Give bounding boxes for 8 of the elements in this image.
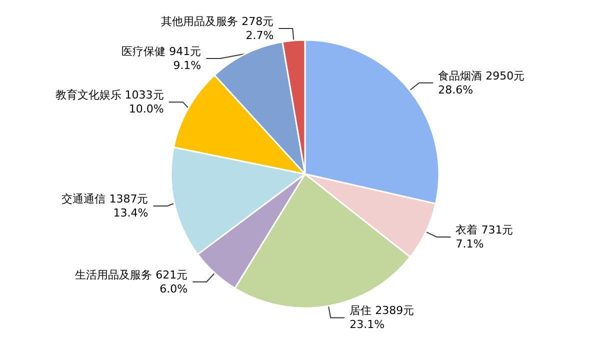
slice-label: 居住 2389元 23.1% (350, 304, 414, 332)
slice-label: 衣着 731元 7.1% (456, 223, 514, 250)
slice-label: 医疗保健 941元 9.1% (122, 45, 202, 72)
slice-label: 生活用品及服务 621元 6.0% (75, 268, 188, 296)
slice-label: 教育文化娱乐 1033元 10.0% (55, 88, 164, 116)
slice-label: 其他用品及服务 278元 2.7% (161, 15, 274, 42)
slice-label: 食品烟酒 2950元 28.6% (438, 69, 525, 96)
slice-label: 交通通信 1387元 13.4% (62, 192, 148, 220)
